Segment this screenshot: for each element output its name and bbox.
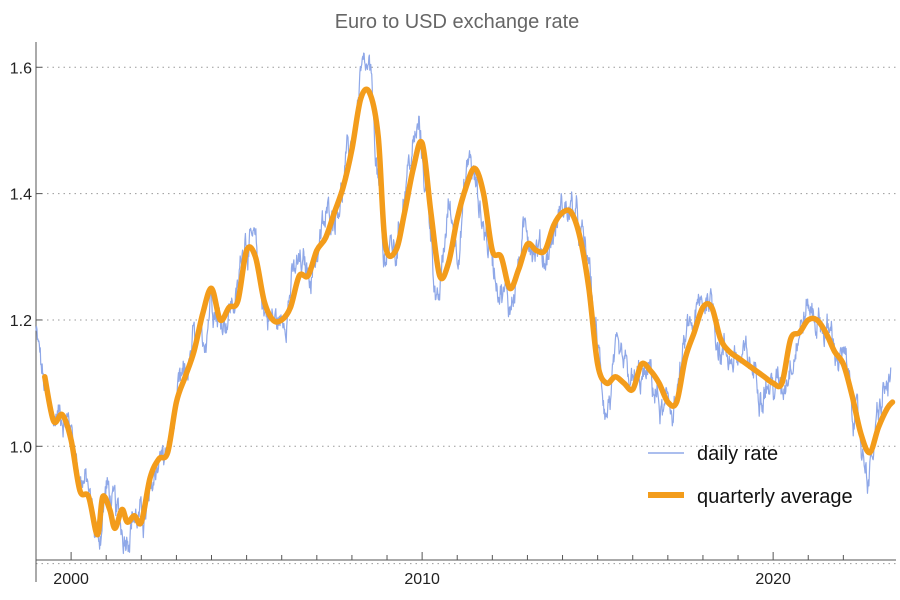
y-tick-label-3: 1.6 [10,60,32,77]
y-tick-label-0: 1.0 [10,439,32,456]
x-tick-label-0: 2000 [53,571,89,588]
y-tick-label-1: 1.2 [10,313,32,330]
series-daily-rate-line [35,52,892,555]
x-tick-label-1: 2010 [404,571,440,588]
legend-label-quarterly-average: quarterly average [697,486,853,508]
series-quarterly-average-line [42,86,896,538]
chart-title: Euro to USD exchange rate [335,11,580,33]
legend: daily rate quarterly average [648,443,853,508]
y-tick-label-2: 1.4 [10,187,32,204]
series-layer [35,52,896,555]
x-tick-label-2: 2020 [755,571,791,588]
axes: 1.0 1.2 1.4 1.6 2000 2010 2020 [10,42,896,588]
legend-label-daily-rate: daily rate [697,443,778,465]
